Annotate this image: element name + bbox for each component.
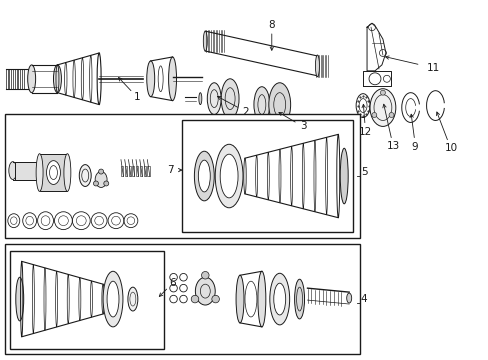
Text: 9: 9 xyxy=(410,142,417,152)
Bar xyxy=(143,166,145,176)
Ellipse shape xyxy=(16,277,24,321)
Ellipse shape xyxy=(191,295,198,303)
Bar xyxy=(140,166,142,176)
Ellipse shape xyxy=(340,148,347,204)
Ellipse shape xyxy=(36,154,43,192)
Text: 2: 2 xyxy=(242,107,249,117)
Ellipse shape xyxy=(93,181,98,186)
Text: 3: 3 xyxy=(300,121,306,131)
Ellipse shape xyxy=(9,162,17,180)
Ellipse shape xyxy=(168,57,176,100)
Ellipse shape xyxy=(46,161,61,184)
Ellipse shape xyxy=(257,271,265,327)
Bar xyxy=(147,166,149,176)
Ellipse shape xyxy=(346,293,351,303)
Ellipse shape xyxy=(99,169,103,174)
Ellipse shape xyxy=(198,160,210,192)
Ellipse shape xyxy=(273,283,285,315)
Ellipse shape xyxy=(128,287,138,311)
Bar xyxy=(128,166,130,176)
Ellipse shape xyxy=(195,277,215,305)
Ellipse shape xyxy=(215,144,243,208)
Text: 5: 5 xyxy=(360,167,366,177)
Bar xyxy=(124,166,127,176)
Ellipse shape xyxy=(371,113,376,117)
Bar xyxy=(121,166,123,176)
Text: 10: 10 xyxy=(444,143,457,153)
Bar xyxy=(5,244,359,354)
Ellipse shape xyxy=(220,154,238,198)
Ellipse shape xyxy=(95,172,107,188)
Bar xyxy=(136,166,138,176)
Bar xyxy=(15,162,44,180)
Ellipse shape xyxy=(103,271,122,327)
Ellipse shape xyxy=(107,281,119,317)
Ellipse shape xyxy=(199,93,202,105)
Ellipse shape xyxy=(79,165,91,186)
Bar xyxy=(10,251,163,349)
Ellipse shape xyxy=(269,273,289,325)
Ellipse shape xyxy=(388,113,393,117)
Ellipse shape xyxy=(380,90,385,95)
Ellipse shape xyxy=(236,275,244,323)
Bar xyxy=(182,121,352,231)
Ellipse shape xyxy=(146,61,154,96)
Text: 13: 13 xyxy=(386,141,400,151)
Text: 11: 11 xyxy=(426,63,439,73)
Text: 4: 4 xyxy=(360,294,366,304)
Text: 12: 12 xyxy=(358,127,371,138)
Ellipse shape xyxy=(64,154,71,192)
Ellipse shape xyxy=(103,181,108,186)
Bar xyxy=(132,166,134,176)
Ellipse shape xyxy=(369,89,395,126)
Ellipse shape xyxy=(244,281,256,317)
Ellipse shape xyxy=(253,87,269,122)
Text: 7: 7 xyxy=(167,165,174,175)
Ellipse shape xyxy=(207,83,221,114)
Text: 1: 1 xyxy=(133,92,140,102)
Ellipse shape xyxy=(294,279,304,319)
Ellipse shape xyxy=(194,151,214,201)
Bar xyxy=(40,154,67,192)
Ellipse shape xyxy=(211,295,219,303)
Ellipse shape xyxy=(315,55,319,77)
Ellipse shape xyxy=(268,83,290,126)
Ellipse shape xyxy=(201,271,209,279)
Ellipse shape xyxy=(28,65,36,93)
Ellipse shape xyxy=(203,31,207,51)
Bar xyxy=(5,113,359,238)
Ellipse shape xyxy=(221,79,239,118)
Text: 8: 8 xyxy=(268,20,275,30)
Ellipse shape xyxy=(53,65,61,93)
Text: 6: 6 xyxy=(169,278,176,288)
